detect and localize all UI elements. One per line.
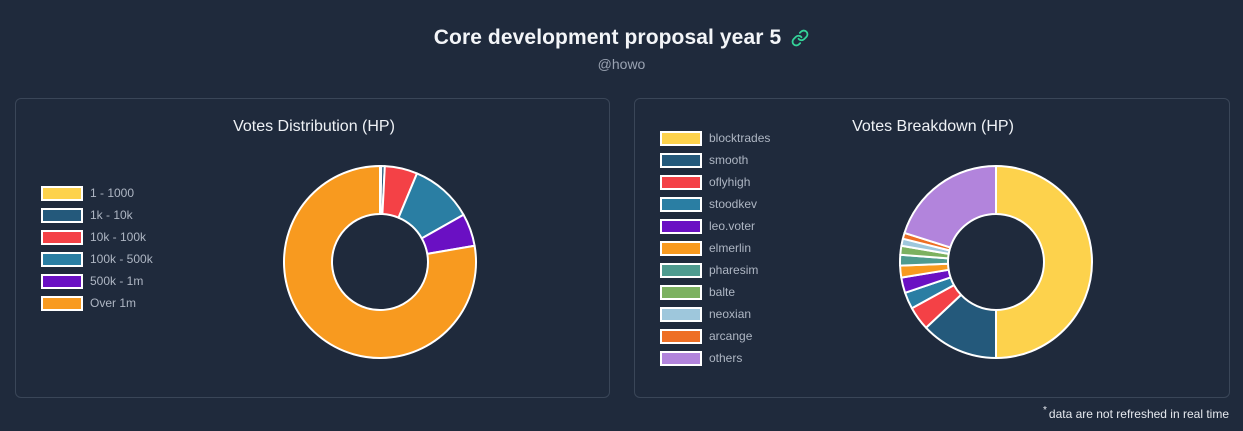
legend-label: others	[709, 351, 743, 365]
legend-swatch	[660, 262, 702, 278]
legend-item-over-1m[interactable]: Over 1m	[41, 292, 153, 314]
legend-swatch	[660, 130, 702, 146]
page-title: Core development proposal year 5	[433, 26, 782, 49]
legend-label: arcange	[709, 329, 753, 343]
author-handle[interactable]: @howo	[597, 56, 646, 72]
legend-swatch	[41, 207, 83, 223]
footnote: * data are not refreshed in real time	[1043, 405, 1229, 421]
legend-swatch	[41, 295, 83, 311]
legend-item-1k-10k[interactable]: 1k - 10k	[41, 204, 153, 226]
legend-swatch	[660, 284, 702, 300]
legend-label: 500k - 1m	[90, 274, 144, 288]
legend-label: balte	[709, 285, 736, 299]
legend-item-pharesim[interactable]: pharesim	[660, 259, 770, 281]
legend-label: smooth	[709, 153, 749, 167]
chart-legend: 1 - 1000 1k - 10k 10k - 100k 100k - 500k 500…	[41, 182, 153, 314]
legend-label: oflyhigh	[709, 175, 751, 189]
legend-item-100k-500k[interactable]: 100k - 500k	[41, 248, 153, 270]
legend-swatch	[41, 185, 83, 201]
legend-label: stoodkev	[709, 197, 758, 211]
votes-distribution-donut	[283, 165, 477, 359]
legend-item-others[interactable]: others	[660, 347, 770, 369]
legend-swatch	[660, 218, 702, 234]
legend-label: 1 - 1000	[90, 186, 135, 200]
legend-swatch	[41, 273, 83, 289]
legend-item-smooth[interactable]: smooth	[660, 149, 770, 171]
legend-swatch	[660, 152, 702, 168]
legend-label: neoxian	[709, 307, 752, 321]
legend-swatch	[41, 229, 83, 245]
card-title: Votes Distribution (HP)	[233, 118, 395, 135]
chart-legend: blocktrades smooth oflyhigh stoodkev leo.vot…	[660, 127, 770, 369]
legend-label: 1k - 10k	[90, 208, 133, 222]
legend-item-oflyhigh[interactable]: oflyhigh	[660, 171, 770, 193]
votes-breakdown-card: Votes Breakdown (HP) blocktrades smooth of…	[634, 98, 1230, 398]
slice-over-1m[interactable]	[283, 165, 477, 359]
legend-item-500k-1m[interactable]: 500k - 1m	[41, 270, 153, 292]
legend-item-10k-100k[interactable]: 10k - 100k	[41, 226, 153, 248]
legend-item-elmerlin[interactable]: elmerlin	[660, 237, 770, 259]
title-row: Core development proposal year 5	[434, 26, 809, 50]
legend-item-leo-voter[interactable]: leo.voter	[660, 215, 770, 237]
page-header: Core development proposal year 5 @howo	[0, 26, 1243, 72]
legend-swatch	[660, 306, 702, 322]
votes-distribution-card: Votes Distribution (HP) 1 - 1000 1k - 10k…	[15, 98, 610, 398]
legend-label: elmerlin	[709, 241, 752, 255]
legend-label: 10k - 100k	[90, 230, 147, 244]
legend-item-neoxian[interactable]: neoxian	[660, 303, 770, 325]
slice-blocktrades[interactable]	[995, 165, 1093, 359]
legend-swatch	[660, 196, 702, 212]
legend-label: blocktrades	[709, 131, 771, 145]
legend-item-stoodkev[interactable]: stoodkev	[660, 193, 770, 215]
legend-swatch	[660, 350, 702, 366]
legend-label: Over 1m	[90, 296, 137, 310]
link-icon[interactable]	[791, 29, 809, 47]
legend-swatch	[660, 174, 702, 190]
legend-item-blocktrades[interactable]: blocktrades	[660, 127, 770, 149]
legend-label: leo.voter	[709, 219, 756, 233]
legend-label: pharesim	[709, 263, 759, 277]
slice-others[interactable]	[903, 165, 997, 249]
legend-label: 100k - 500k	[90, 252, 153, 266]
card-title: Votes Breakdown (HP)	[852, 118, 1014, 135]
legend-item-arcange[interactable]: arcange	[660, 325, 770, 347]
votes-breakdown-donut	[899, 165, 1093, 359]
legend-swatch	[660, 328, 702, 344]
footnote-text: data are not refreshed in real time	[1048, 407, 1229, 421]
legend-swatch	[41, 251, 83, 267]
legend-item-1-1000[interactable]: 1 - 1000	[41, 182, 153, 204]
footnote-marker: *	[1042, 405, 1047, 416]
legend-item-balte[interactable]: balte	[660, 281, 770, 303]
legend-swatch	[660, 240, 702, 256]
